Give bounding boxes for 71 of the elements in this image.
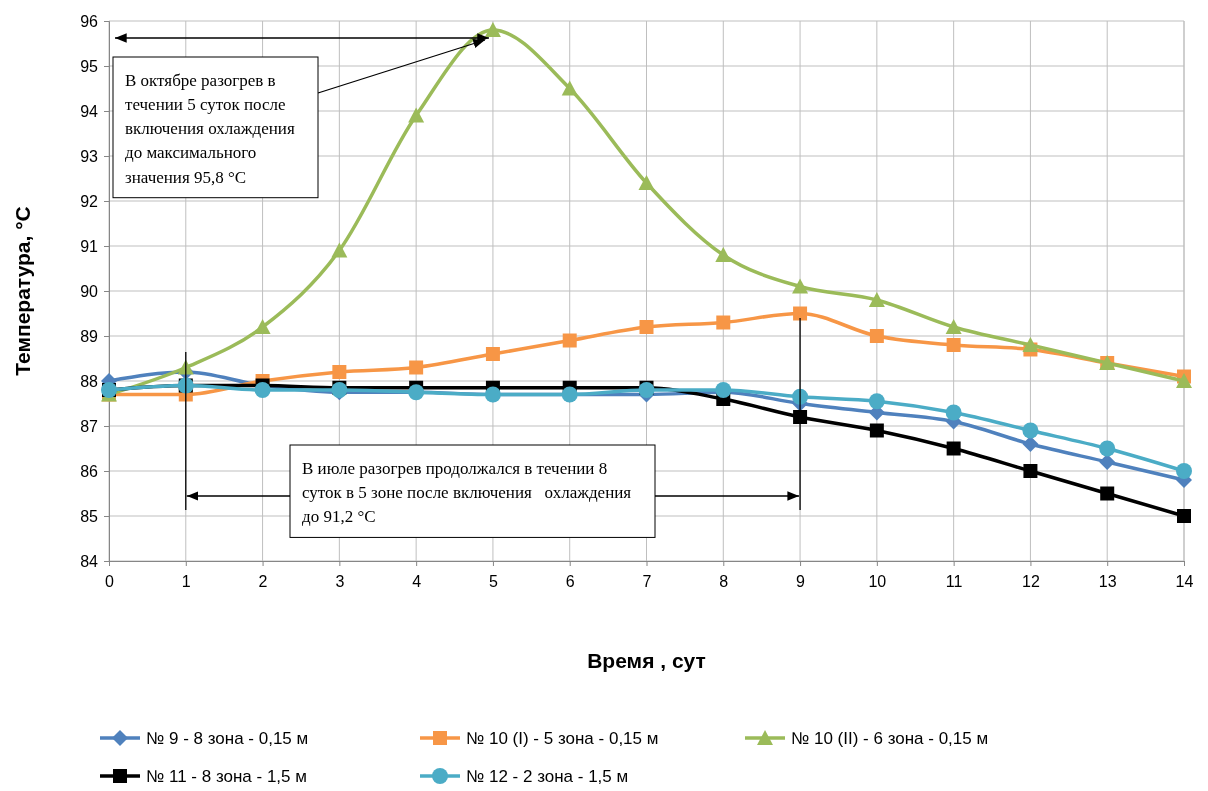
- legend-label: № 10 (I) - 5 зона - 0,15 м: [466, 729, 659, 748]
- x-tick-label: 4: [412, 573, 422, 591]
- point: [639, 320, 654, 334]
- y-tick-label: 88: [80, 372, 99, 390]
- y-tick-label: 93: [80, 147, 99, 165]
- y-tick-label: 84: [80, 552, 99, 570]
- y-tick-label: 87: [80, 417, 99, 435]
- legend-label: № 11 - 8 зона - 1,5 м: [146, 767, 307, 786]
- legend-label: № 10 (II) - 6 зона - 0,15 м: [791, 729, 989, 748]
- y-tick-label: 95: [80, 57, 99, 75]
- y-tick-label: 86: [80, 462, 99, 480]
- point: [562, 333, 577, 348]
- x-tick-label: 0: [105, 573, 115, 591]
- y-tick-label: 96: [80, 12, 99, 30]
- x-tick-label: 2: [258, 573, 268, 591]
- point: [1022, 337, 1039, 352]
- point: [946, 441, 961, 456]
- point: [332, 365, 347, 379]
- annotation: В июле разогрев продолжался в течении 8 суток в 5 зоне после включения охлаждения до 91,2 °С: [302, 459, 632, 527]
- point: [1099, 454, 1116, 470]
- x-tick-label: 6: [565, 573, 575, 591]
- point: [254, 319, 271, 334]
- y-tick-label: 90: [80, 282, 99, 300]
- y-tick-label: 91: [80, 237, 99, 255]
- point: [715, 247, 732, 262]
- point: [1177, 509, 1191, 523]
- point: [638, 175, 655, 190]
- y-axis-title: Температура, °С: [11, 206, 34, 376]
- point: [1022, 422, 1039, 439]
- point: [869, 329, 884, 343]
- point: [716, 315, 731, 330]
- point: [793, 306, 808, 321]
- point: [408, 107, 425, 123]
- point: [868, 292, 885, 307]
- point: [254, 382, 271, 398]
- x-tick-label: 13: [1098, 573, 1117, 591]
- x-tick-label: 11: [945, 573, 963, 591]
- point: [1099, 440, 1116, 457]
- point: [869, 423, 884, 438]
- point: [945, 319, 962, 334]
- point: [1176, 463, 1192, 479]
- x-tick-label: 8: [719, 573, 729, 591]
- point: [868, 393, 885, 410]
- y-tick-label: 85: [80, 507, 99, 525]
- y-tick-label: 92: [80, 192, 99, 210]
- y-tick-label: 94: [80, 102, 99, 120]
- point: [1176, 373, 1192, 388]
- point: [1023, 464, 1038, 478]
- point: [409, 360, 424, 375]
- x-tick-label: 10: [868, 573, 887, 591]
- x-tick-label: 5: [488, 573, 498, 591]
- point: [485, 347, 500, 361]
- legend-label: № 12 - 2 зона - 1,5 м: [466, 767, 629, 786]
- point: [484, 22, 501, 37]
- x-tick-label: 9: [796, 573, 806, 591]
- point: [1100, 486, 1115, 501]
- point: [1022, 436, 1039, 452]
- x-tick-label: 1: [181, 573, 191, 591]
- x-tick-label: 12: [1022, 573, 1040, 591]
- annotation: В октябре разогрев в течении 5 суток после включения охлаждения до максимального значения 95,8 °С: [125, 71, 295, 187]
- point: [331, 242, 348, 258]
- legend-label: № 9 - 8 зона - 0,15 м: [146, 729, 309, 748]
- y-tick-label: 89: [80, 327, 99, 345]
- x-tick-label: 7: [642, 573, 652, 591]
- point: [946, 338, 961, 352]
- point: [561, 80, 578, 96]
- x-tick-label: 3: [335, 573, 345, 591]
- x-axis-title: Время , сут: [587, 649, 706, 672]
- point: [945, 404, 962, 421]
- x-tick-label: 14: [1175, 573, 1194, 591]
- point: [792, 278, 809, 294]
